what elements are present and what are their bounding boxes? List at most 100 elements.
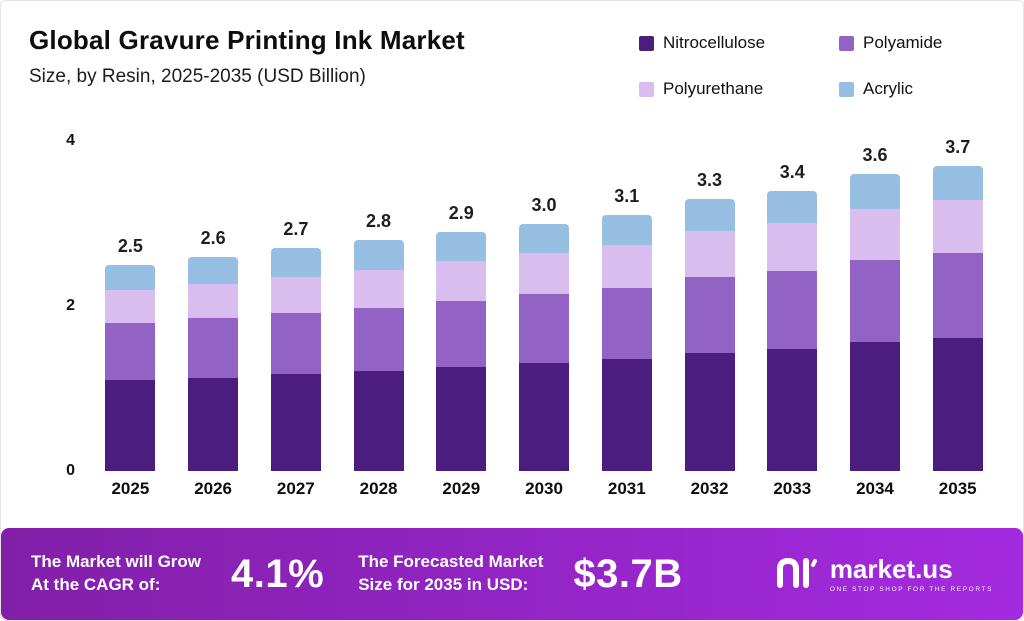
legend-label: Polyamide — [863, 33, 943, 52]
bar-column-2032: 3.3 — [668, 141, 751, 471]
bar-segment-acrylic — [436, 231, 487, 262]
x-axis-label: 2032 — [690, 479, 729, 498]
x-axis-label: 2025 — [111, 479, 150, 498]
x-axis-label: 2028 — [359, 479, 398, 498]
bar-segment-acrylic — [519, 223, 570, 254]
bar-total-label: 2.7 — [283, 219, 309, 240]
bar-segment-polyurethane — [849, 208, 900, 260]
bar-column-2034: 3.6 — [834, 141, 917, 471]
stacked-bar — [105, 264, 156, 471]
bar-total-label: 3.6 — [862, 145, 888, 166]
legend-swatch-nitrocellulose — [639, 35, 654, 51]
chart-header: Global Gravure Printing Ink Market Size,… — [29, 25, 465, 88]
x-axis-label: 2026 — [194, 479, 233, 498]
legend-swatch-acrylic — [839, 81, 854, 97]
stacked-bar — [270, 248, 321, 471]
cagr-label: The Market will Grow At the CAGR of: — [31, 552, 202, 594]
bar-column-2031: 3.1 — [585, 141, 668, 471]
bar-column-2027: 2.7 — [254, 141, 337, 471]
page-subtitle: Size, by Resin, 2025-2035 (USD Billion) — [29, 66, 366, 87]
stacked-bar — [932, 165, 983, 471]
forecast-value: $3.7B — [573, 551, 683, 596]
bar-segment-acrylic — [684, 198, 735, 231]
bar-segment-polyamide — [684, 277, 735, 354]
bar-column-2025: 2.5 — [89, 141, 172, 471]
market-us-logo-text: market.us — [829, 553, 953, 584]
stacked-bar — [767, 190, 818, 471]
bar-column-2030: 3.0 — [503, 141, 586, 471]
bar-segment-acrylic — [932, 165, 983, 201]
bar-total-label: 3.7 — [945, 136, 971, 157]
bar-segment-acrylic — [353, 240, 404, 270]
bar-column-2026: 2.6 — [172, 141, 255, 471]
bar-segment-acrylic — [188, 256, 239, 284]
legend-label: Polyurethane — [663, 79, 764, 98]
bar-total-label: 3.1 — [614, 186, 640, 207]
x-axis-labels: 2025 2026 2027 2028 2029 2030 2031 2032 2033 2034… — [89, 479, 999, 499]
bar-segment-nitrocellulose — [684, 353, 735, 471]
bar-segment-nitrocellulose — [270, 374, 321, 471]
legend-swatch-polyurethane — [639, 81, 654, 97]
bar-segment-polyurethane — [519, 253, 570, 295]
bar-segment-acrylic — [767, 190, 818, 223]
market-us-logo-tagline: ONE STOP SHOP FOR THE REPORTS — [829, 585, 993, 593]
legend-item-nitrocellulose: Nitrocellulose — [639, 33, 829, 53]
x-axis-label: 2029 — [442, 479, 481, 498]
cagr-banner: The Market will Grow At the CAGR of: 4.1… — [1, 528, 1023, 620]
bar-segment-polyurethane — [105, 289, 156, 323]
bar-total-label: 2.6 — [200, 227, 226, 248]
bar-column-2029: 2.9 — [420, 141, 503, 471]
legend: Nitrocellulose Polyamide Polyurethane Acryl… — [639, 33, 989, 99]
bar-segment-nitrocellulose — [353, 371, 404, 471]
bar-segment-acrylic — [601, 215, 652, 245]
cagr-value: 4.1% — [231, 551, 325, 596]
bar-segment-nitrocellulose — [188, 377, 239, 471]
bar-total-label: 2.5 — [117, 235, 143, 256]
y-axis-labels: 0 2 4 — [41, 132, 75, 479]
bar-total-label: 3.3 — [696, 169, 723, 190]
bar-segment-polyurethane — [767, 222, 818, 271]
legend-label: Acrylic — [863, 79, 914, 98]
stacked-bar — [849, 174, 900, 471]
bar-segment-polyurethane — [270, 277, 321, 314]
stacked-bar — [684, 198, 735, 471]
legend-swatch-polyamide — [839, 35, 854, 51]
legend-item-acrylic: Acrylic — [839, 79, 989, 99]
bar-segment-polyamide — [436, 301, 487, 368]
bar-segment-polyurethane — [684, 230, 735, 278]
legend-label: Nitrocellulose — [663, 33, 766, 52]
bar-segment-nitrocellulose — [849, 342, 900, 471]
bar-segment-polyamide — [353, 307, 404, 372]
legend-item-polyurethane: Polyurethane — [639, 79, 829, 99]
bar-segment-polyurethane — [601, 244, 652, 288]
y-tick-label: 2 — [66, 297, 75, 314]
bar-segment-polyamide — [932, 253, 983, 339]
bar-segment-nitrocellulose — [519, 362, 570, 471]
stacked-bar-plot: 2.5 2.6 2.7 2.8 2.9 3.0 3.1 3.3 3.4 3.6 3.7 — [89, 137, 999, 471]
bar-segment-nitrocellulose — [601, 358, 652, 471]
market-us-logo-icon — [774, 555, 820, 594]
bar-total-label: 2.9 — [448, 202, 474, 223]
bar-column-2033: 3.4 — [751, 141, 834, 471]
x-axis-label: 2027 — [276, 479, 315, 498]
bar-segment-nitrocellulose — [436, 367, 487, 471]
bar-segment-polyamide — [601, 287, 652, 359]
bar-segment-polyamide — [519, 294, 570, 363]
stacked-bar — [519, 223, 570, 471]
y-tick-label: 4 — [66, 132, 75, 149]
market-us-logo: market.us ONE STOP SHOP FOR THE REPORTS — [774, 555, 993, 594]
bar-segment-polyamide — [849, 259, 900, 343]
stacked-bar — [601, 215, 652, 471]
legend-item-polyamide: Polyamide — [839, 33, 989, 53]
bar-column-2035: 3.7 — [916, 137, 999, 471]
y-tick-label: 0 — [66, 462, 75, 479]
x-axis-label: 2030 — [525, 479, 563, 498]
x-axis-label: 2035 — [938, 479, 977, 498]
bar-segment-polyurethane — [436, 261, 487, 302]
forecast-label: The Forecasted Market Size for 2035 in U… — [358, 552, 544, 594]
bar-total-label: 3.0 — [531, 194, 557, 215]
bar-segment-polyamide — [105, 322, 156, 381]
bar-segment-acrylic — [105, 264, 156, 290]
x-axis-label: 2034 — [856, 479, 894, 498]
